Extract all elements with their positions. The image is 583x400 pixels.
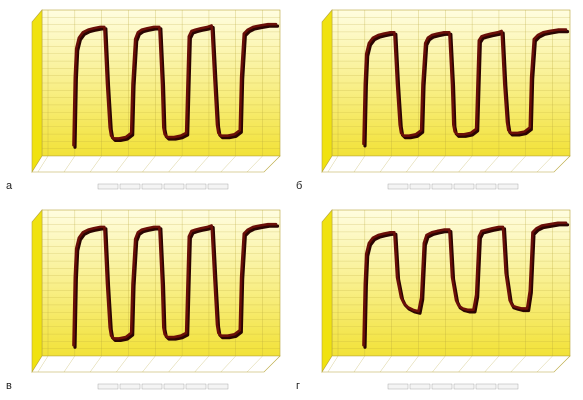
floor-gridline [327,355,339,373]
floor-gridline [116,155,129,173]
legend-entry [207,383,229,390]
chart-a [31,9,281,190]
floor-gridline [379,355,392,373]
legend-entry [163,383,185,390]
chart-c [31,209,281,390]
legend-entry [475,383,497,390]
floor-gridline [484,355,500,373]
floor-gridline [246,355,263,373]
legend-entry [141,383,163,390]
floor-gridline [194,155,210,173]
legend-entry [185,183,207,190]
floor-gridline [168,355,183,373]
panel-label-c: в [6,380,12,392]
floor-gridline [220,155,236,173]
floor-gridline [353,155,365,173]
chart-d [321,209,571,390]
left-wall [31,9,43,174]
legend-entry [163,183,185,190]
legend-entry [387,183,409,190]
legend-entry [409,383,431,390]
chart-panel-d [318,206,578,396]
floor-gridline [89,155,102,173]
legend-entry [97,383,119,390]
floor-gridline [327,155,339,173]
chart-panel-b [318,6,578,196]
legend-entry [497,183,519,190]
legend-entry [497,383,519,390]
floor-gridline [510,155,526,173]
floor-gridline [142,355,156,373]
floor-gridline [406,155,419,173]
floor-gridline [458,355,473,373]
legend-entry [475,183,497,190]
left-wall [321,209,333,374]
floor-gridline [484,155,500,173]
series-line [362,28,568,146]
panel-label-b: б [296,180,303,192]
floor-gridline [168,155,183,173]
panel-label-d: г [296,380,301,392]
left-wall [31,209,43,374]
floor-gridline [37,155,49,173]
legend-entry [119,183,141,190]
legend-entry [185,383,207,390]
floor-gridline [63,155,75,173]
panel-label-a: а [6,180,13,192]
floor-gridline [37,355,49,373]
legend-entry [207,183,229,190]
legend-entry [453,183,475,190]
legend-entry [97,183,119,190]
floor-gridline [116,355,129,373]
floor-gridline [142,155,156,173]
legend-entry [119,383,141,390]
left-wall [321,9,333,174]
floor-gridline [194,355,210,373]
floor-gridline [432,155,446,173]
series-line [72,22,278,147]
series-line [362,221,568,347]
legend-entry [431,183,453,190]
floor-gridline [536,355,553,373]
legend-entry [453,383,475,390]
legend-entry [141,183,163,190]
floor-gridline [458,155,473,173]
floor [31,155,281,173]
floor [321,155,571,173]
chart-panel-a [28,6,288,196]
floor-gridline [432,355,446,373]
floor-gridline [379,155,392,173]
floor-gridline [353,355,365,373]
floor-gridline [89,355,102,373]
floor [31,355,281,373]
floor-gridline [220,355,236,373]
floor-gridline [406,355,419,373]
floor-gridline [246,155,263,173]
chart-b [321,9,571,190]
chart-panel-c [28,206,288,396]
legend-entry [387,383,409,390]
floor [321,355,571,373]
floor-gridline [63,355,75,373]
floor-gridline [536,155,553,173]
floor-gridline [510,355,526,373]
legend-entry [431,383,453,390]
series-line [72,222,278,347]
legend-entry [409,183,431,190]
